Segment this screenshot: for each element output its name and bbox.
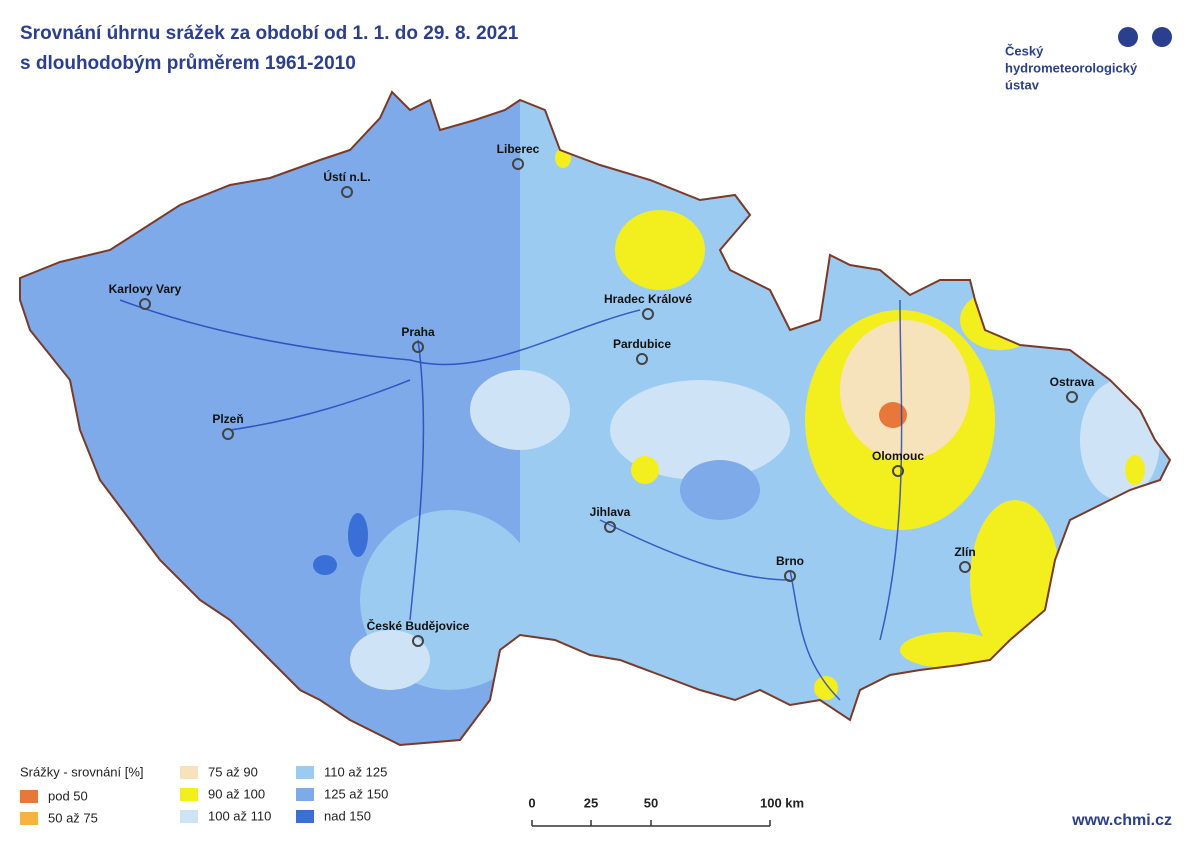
city-label: Hradec Králové — [604, 292, 692, 306]
precip-area — [680, 460, 760, 520]
precip-area — [631, 456, 659, 484]
legend-swatch — [20, 790, 38, 803]
city-marker — [512, 158, 524, 170]
precip-area — [470, 370, 570, 450]
legend-swatch — [296, 788, 314, 801]
legend-label: 90 až 100 — [208, 786, 265, 801]
legend-label: 110 až 125 — [324, 764, 387, 779]
city-label: Liberec — [497, 142, 540, 156]
precip-area — [610, 380, 790, 480]
city-label: Olomouc — [872, 449, 924, 463]
logo-text: ústav — [1005, 77, 1040, 92]
legend-label: nad 150 — [324, 808, 371, 823]
precip-area — [879, 402, 907, 428]
city-marker — [636, 353, 648, 365]
precip-area — [900, 632, 1000, 668]
precip-area — [348, 513, 368, 557]
city-marker — [892, 465, 904, 477]
logo-dot — [1152, 27, 1172, 47]
city-label: Ostrava — [1050, 375, 1095, 389]
precip-area — [370, 270, 490, 330]
city-label: Ústí n.L. — [323, 169, 370, 184]
city-marker — [1066, 391, 1078, 403]
legend-swatch — [180, 810, 198, 823]
legend-swatch — [180, 788, 198, 801]
precip-area — [313, 555, 337, 575]
rivers — [119, 299, 903, 701]
logo-text: hydrometeorologický — [1005, 60, 1138, 75]
city-marker — [341, 186, 353, 198]
scale-label: 50 — [644, 795, 658, 810]
city-label: Jihlava — [590, 505, 631, 519]
precip-area — [1080, 380, 1160, 500]
precipitation-areas — [20, 92, 1170, 745]
precip-area — [615, 210, 705, 290]
logo-text: Český — [1005, 43, 1044, 58]
legend-swatch — [180, 766, 198, 779]
legend-swatch — [296, 766, 314, 779]
legend-swatch — [20, 812, 38, 825]
legend-label: 100 až 110 — [208, 808, 271, 823]
city-marker — [412, 635, 424, 647]
legend-label: 75 až 90 — [208, 764, 258, 779]
precip-area — [1125, 455, 1145, 485]
logo-dot — [1118, 27, 1138, 47]
precip-area — [960, 290, 1040, 350]
website: www.chmi.cz — [1071, 812, 1172, 829]
title-line: s dlouhodobým průměrem 1961-2010 — [20, 53, 356, 74]
legend-label: pod 50 — [48, 788, 88, 803]
legend-label: 50 až 75 — [48, 810, 98, 825]
scale-bar — [531, 820, 771, 827]
city-marker — [222, 428, 234, 440]
legend-label: 125 až 150 — [324, 786, 388, 801]
city-label: Praha — [401, 325, 435, 339]
city-marker — [959, 561, 971, 573]
precip-area — [814, 676, 838, 700]
scale-label: 0 — [528, 795, 535, 810]
legend-title: Srážky - srovnání [%] — [20, 764, 144, 779]
city-label: České Budějovice — [367, 618, 470, 633]
city-marker — [784, 570, 796, 582]
title-line: Srovnání úhrnu srážek za období od 1. 1.… — [20, 23, 519, 44]
city-label: Plzeň — [212, 412, 243, 426]
precip-area — [840, 320, 970, 460]
scale-label: 25 — [584, 795, 598, 810]
city-label: Brno — [776, 554, 804, 568]
precip-area — [350, 630, 430, 690]
city-marker — [604, 521, 616, 533]
city-marker — [412, 341, 424, 353]
city-marker — [139, 298, 151, 310]
city-label: Pardubice — [613, 337, 671, 351]
city-marker — [642, 308, 654, 320]
city-label: Zlín — [954, 545, 975, 559]
legend-swatch — [296, 810, 314, 823]
scale-label: 100 km — [760, 795, 804, 810]
city-label: Karlovy Vary — [109, 282, 182, 296]
